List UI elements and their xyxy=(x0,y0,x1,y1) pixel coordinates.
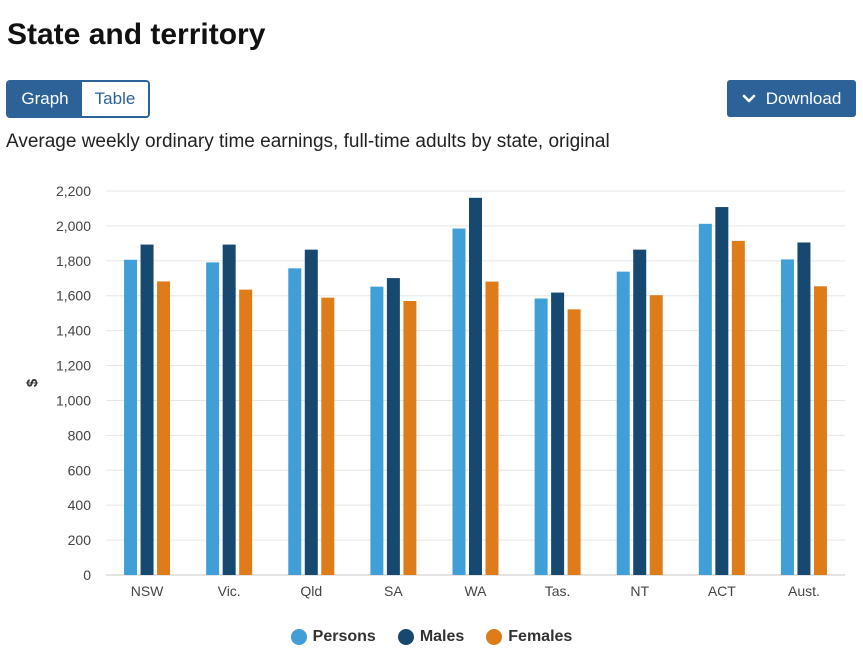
bar-females[interactable] xyxy=(403,300,417,575)
bar-persons[interactable] xyxy=(698,223,712,575)
y-tick-label: 2,000 xyxy=(56,218,91,234)
x-tick-label: NT xyxy=(630,583,649,599)
legend-swatch xyxy=(486,629,503,645)
view-toggle: Graph Table xyxy=(6,80,150,118)
x-tick-label: WA xyxy=(464,583,487,599)
bar-persons[interactable] xyxy=(370,286,384,575)
y-tick-label: 400 xyxy=(68,497,92,513)
bars xyxy=(124,197,827,576)
bar-males[interactable] xyxy=(797,242,811,575)
bar-males[interactable] xyxy=(140,244,154,575)
x-tick-label: Tas. xyxy=(545,583,571,599)
y-tick-label: 200 xyxy=(68,532,92,548)
y-tick-label: 800 xyxy=(68,427,92,443)
bar-females[interactable] xyxy=(813,286,827,575)
bar-males[interactable] xyxy=(304,249,318,575)
x-tick-label: Aust. xyxy=(788,583,820,599)
bar-females[interactable] xyxy=(321,297,335,575)
x-tick-label: ACT xyxy=(708,583,736,599)
bar-females[interactable] xyxy=(485,281,499,575)
legend-label: Persons xyxy=(312,628,376,645)
download-label: Download xyxy=(765,88,842,108)
chevron-down-icon xyxy=(742,94,756,104)
bar-males[interactable] xyxy=(469,197,482,575)
y-axis: 0 200 400 600 800 1,000 1,200 1,400 1,600 1,800 2,… xyxy=(56,183,91,583)
table-toggle-button[interactable]: Table xyxy=(82,82,148,116)
bar-persons[interactable] xyxy=(288,268,302,575)
graph-toggle-button[interactable]: Graph xyxy=(8,82,82,116)
x-tick-label: Vic. xyxy=(218,583,241,599)
y-tick-label: 600 xyxy=(68,462,92,478)
y-tick-label: 2,200 xyxy=(56,183,91,199)
bar-males[interactable] xyxy=(551,292,565,575)
y-tick-label: 1,000 xyxy=(56,392,91,408)
y-tick-label: 1,200 xyxy=(56,358,91,374)
legend-swatch xyxy=(397,629,414,645)
bar-females[interactable] xyxy=(731,240,745,576)
legend-item-females[interactable]: Females xyxy=(486,628,572,646)
bar-persons[interactable] xyxy=(206,262,220,575)
bar-chart: 0 200 400 600 800 1,000 1,200 1,400 1,600 1,800 2,… xyxy=(24,183,845,599)
chart-subtitle: Average weekly ordinary time earnings, f… xyxy=(6,131,610,152)
x-tick-label: SA xyxy=(384,583,403,599)
legend-swatch xyxy=(290,629,307,645)
legend-item-persons[interactable]: Persons xyxy=(290,628,376,646)
legend-label: Females xyxy=(508,628,573,645)
download-button[interactable]: Download xyxy=(727,80,856,117)
bar-males[interactable] xyxy=(386,278,400,575)
y-tick-label: 1,400 xyxy=(56,323,91,339)
bar-males[interactable] xyxy=(222,244,236,575)
bar-males[interactable] xyxy=(715,207,729,576)
bar-persons[interactable] xyxy=(452,228,466,575)
bar-persons[interactable] xyxy=(780,259,794,575)
bar-females[interactable] xyxy=(649,295,663,575)
y-tick-label: 0 xyxy=(83,567,91,583)
chart-legend: Persons Males Females xyxy=(0,628,863,646)
legend-label: Males xyxy=(419,628,465,645)
bar-females[interactable] xyxy=(239,289,253,575)
bar-persons[interactable] xyxy=(616,271,630,575)
x-axis: NSW Vic. Qld SA WA Tas. NT ACT Aust. xyxy=(131,583,820,599)
y-tick-label: 1,800 xyxy=(56,253,91,269)
x-tick-label: NSW xyxy=(131,583,164,599)
y-tick-label: 1,600 xyxy=(56,288,91,304)
y-axis-label: $ xyxy=(24,378,41,387)
x-tick-label: Qld xyxy=(300,583,322,599)
bar-females[interactable] xyxy=(157,281,171,575)
bar-persons[interactable] xyxy=(124,259,138,575)
legend-item-males[interactable]: Males xyxy=(397,628,465,646)
bar-males[interactable] xyxy=(633,249,647,575)
bar-persons[interactable] xyxy=(534,298,548,575)
bar-females[interactable] xyxy=(567,309,581,575)
page-title: State and territory xyxy=(7,18,266,51)
